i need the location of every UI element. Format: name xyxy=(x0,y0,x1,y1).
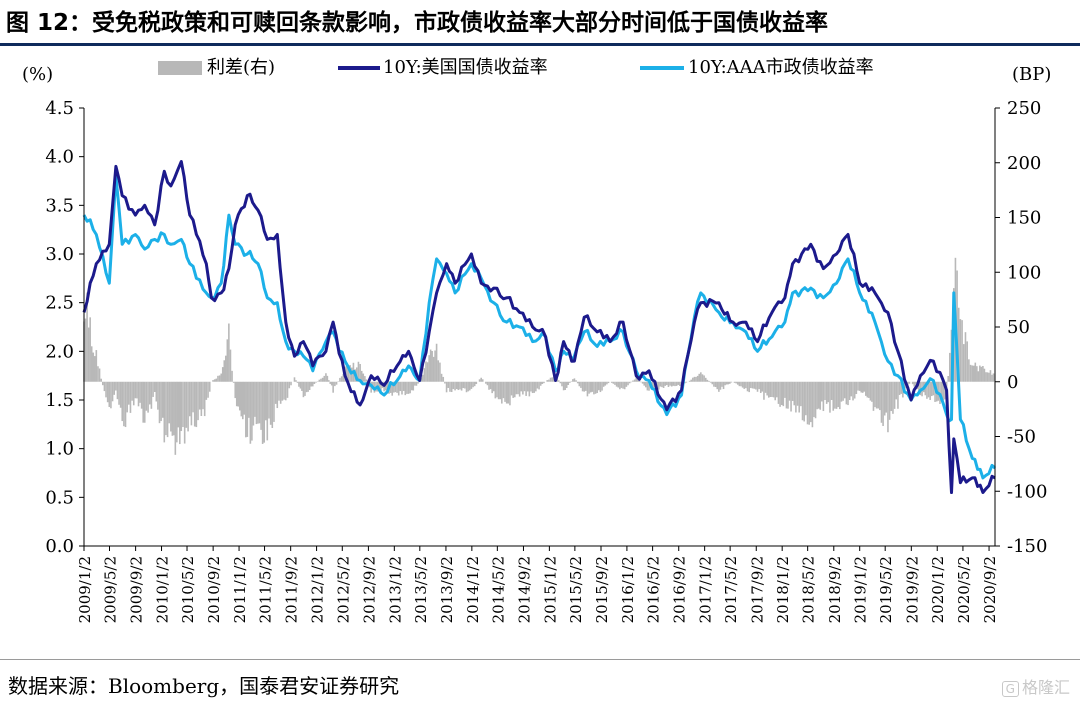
x-tick-label: 2019/9/2 xyxy=(903,556,921,623)
treasury-yield-line xyxy=(82,160,996,494)
x-tick-label: 2012/1/2 xyxy=(309,556,327,623)
x-tick-label: 2011/5/2 xyxy=(257,556,275,623)
right-tick-label: -50 xyxy=(1007,427,1036,448)
series-lines-layer xyxy=(82,160,997,494)
source-divider xyxy=(0,659,1080,660)
x-tick-label: 2019/1/2 xyxy=(852,556,870,623)
x-tick-label: 2012/5/2 xyxy=(334,556,352,623)
right-tick-label: 150 xyxy=(1007,208,1041,229)
x-tick-label: 2013/9/2 xyxy=(438,556,456,623)
muni-yield-line xyxy=(82,174,997,480)
left-tick-label: 3.5 xyxy=(45,195,74,216)
left-tick-label: 4.0 xyxy=(45,147,74,168)
left-tick-label: 4.5 xyxy=(45,98,74,119)
x-tick-label: 2018/9/2 xyxy=(826,556,844,623)
x-tick-label: 2018/1/2 xyxy=(774,556,792,623)
left-tick-label: 2.5 xyxy=(45,293,74,314)
x-tick-label: 2009/5/2 xyxy=(101,556,119,623)
x-tick-label: 2017/9/2 xyxy=(748,556,766,623)
x-tick-label: 2010/9/2 xyxy=(205,556,223,623)
axes-layer: (%) (BP) xyxy=(22,64,1051,547)
right-tick-label: 250 xyxy=(1007,98,1041,119)
left-tick-label: 2.0 xyxy=(45,341,74,362)
left-axis-unit: (%) xyxy=(22,64,53,85)
legend-label-treasury: 10Y:美国国债收益率 xyxy=(383,57,548,78)
x-tick-label: 2018/5/2 xyxy=(800,556,818,623)
x-tick-label: 2014/5/2 xyxy=(489,556,507,623)
x-tick-label: 2017/5/2 xyxy=(722,556,740,623)
x-tick-label: 2016/1/2 xyxy=(619,556,637,623)
watermark-icon: G xyxy=(1001,681,1019,697)
legend: 利差(右) 10Y:美国国债收益率 10Y:AAA市政债收益率 xyxy=(158,57,874,78)
right-tick-label: -100 xyxy=(1007,481,1047,502)
right-tick-label: 200 xyxy=(1007,153,1041,174)
legend-label-spread: 利差(右) xyxy=(207,57,275,78)
x-tick-label: 2014/1/2 xyxy=(464,556,482,623)
right-tick-label: 100 xyxy=(1007,262,1041,283)
x-tick-label: 2013/5/2 xyxy=(412,556,430,623)
right-tick-label: 0 xyxy=(1007,372,1018,393)
x-tick-label: 2015/1/2 xyxy=(541,556,559,623)
x-tick-label: 2009/1/2 xyxy=(76,556,94,623)
legend-label-muni: 10Y:AAA市政债收益率 xyxy=(688,57,874,78)
x-tick-label: 2019/5/2 xyxy=(877,556,895,623)
x-tick-label: 2012/9/2 xyxy=(360,556,378,623)
x-tick-label: 2010/5/2 xyxy=(179,556,197,623)
figure-title: 图 12：受免税政策和可赎回条款影响，市政债收益率大部分时间低于国债收益率 xyxy=(6,10,829,36)
spread-area-layer xyxy=(83,257,995,455)
x-tick-label: 2009/9/2 xyxy=(128,556,146,623)
x-tick-label: 2016/9/2 xyxy=(671,556,689,623)
x-tick-label: 2011/1/2 xyxy=(231,556,249,623)
right-tick-label: 50 xyxy=(1007,317,1030,338)
right-axis-unit: (BP) xyxy=(1012,64,1051,85)
x-tick-label: 2015/5/2 xyxy=(567,556,585,623)
x-tick-label: 2016/5/2 xyxy=(645,556,663,623)
left-tick-label: 0.0 xyxy=(45,536,74,557)
ticks-layer: 0.0 0.5 1.0 1.5 2.0 2.5 3.0 3.5 4.0 4.5 -150 -100 -5… xyxy=(45,98,1047,623)
x-tick-label: 2020/5/2 xyxy=(955,556,973,623)
legend-swatch-spread xyxy=(158,61,202,75)
x-tick-label: 2015/9/2 xyxy=(593,556,611,623)
x-tick-label: 2011/9/2 xyxy=(283,556,301,623)
watermark-logo: G 格隆汇 xyxy=(1001,674,1070,698)
x-tick-label: 2010/1/2 xyxy=(154,556,172,623)
left-tick-label: 1.5 xyxy=(45,390,74,411)
left-tick-label: 1.0 xyxy=(45,439,74,460)
left-tick-label: 0.5 xyxy=(45,487,74,508)
title-underline xyxy=(0,43,1080,46)
x-tick-label: 2020/1/2 xyxy=(929,556,947,623)
left-tick-label: 3.0 xyxy=(45,244,74,265)
x-tick-label: 2014/9/2 xyxy=(515,556,533,623)
watermark-text: 格隆汇 xyxy=(1021,678,1070,697)
chart-svg: (%) (BP) 0.0 0.5 1.0 1.5 2.0 2.5 3.0 3.5 4.0 4.5 -… xyxy=(22,57,1051,623)
x-tick-label: 2017/1/2 xyxy=(697,556,715,623)
x-tick-label: 2013/1/2 xyxy=(386,556,404,623)
x-tick-label: 2020/9/2 xyxy=(981,556,999,623)
source-note: 数据来源：Bloomberg，国泰君安证券研究 xyxy=(8,674,400,698)
right-tick-label: -150 xyxy=(1007,536,1047,557)
